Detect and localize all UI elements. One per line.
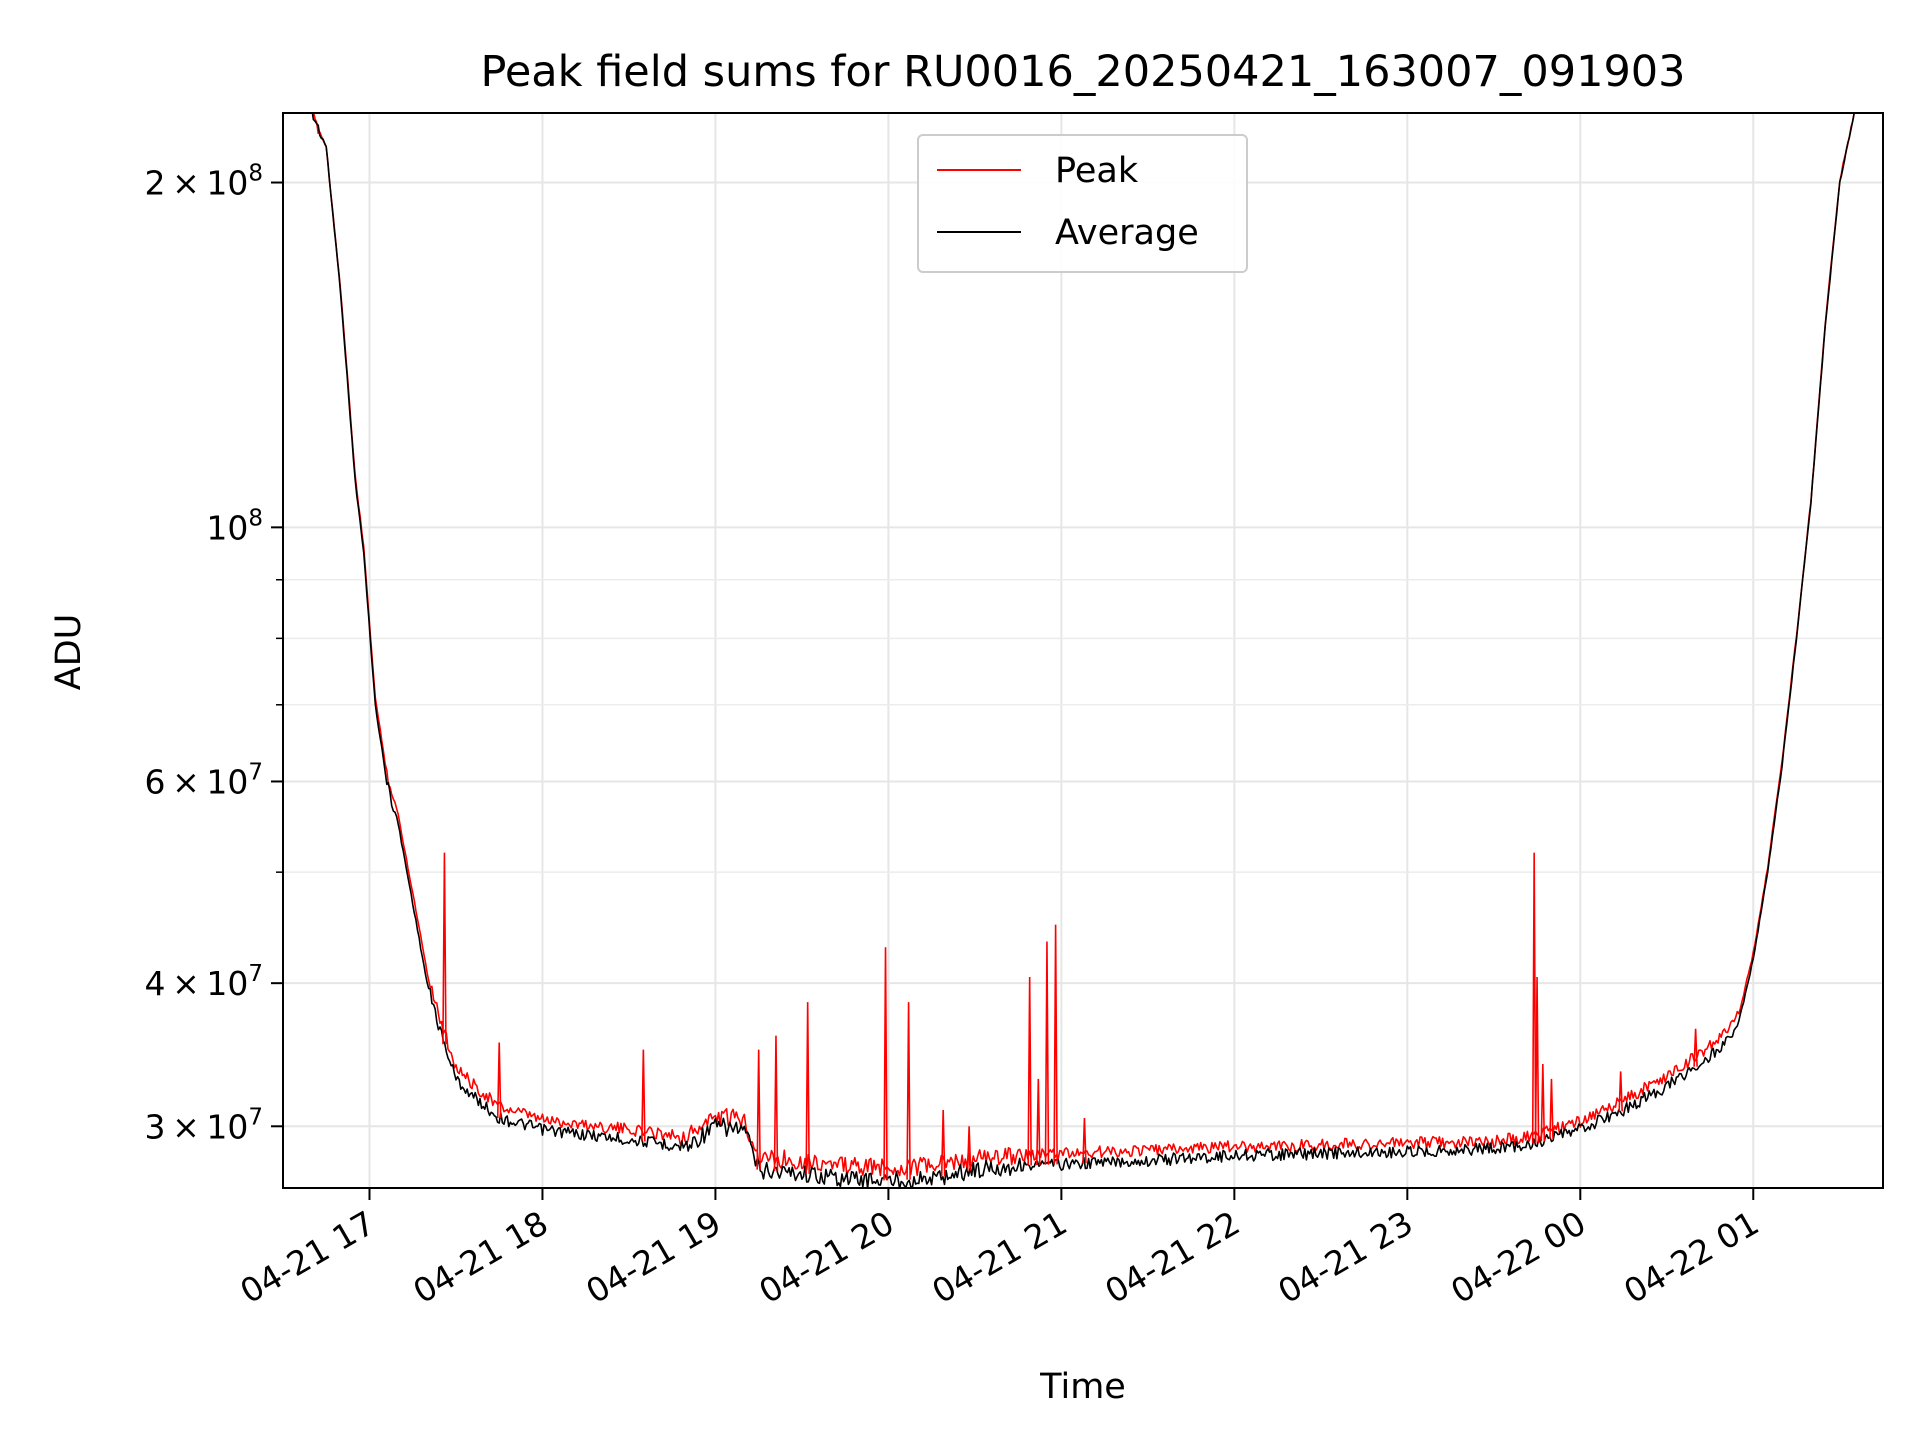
- peak-spike: [1036, 1078, 1041, 1166]
- peak-spike: [883, 947, 888, 1181]
- peak-spike: [1549, 1078, 1554, 1139]
- peak-spike: [1618, 1071, 1623, 1112]
- peak-spike: [756, 1049, 761, 1170]
- legend-label-average: Average: [1055, 213, 1199, 253]
- peak-spike: [966, 1126, 972, 1171]
- peak-spike: [1027, 976, 1032, 1166]
- legend: Peak Average: [917, 134, 1248, 273]
- peak-spike: [1531, 852, 1537, 1144]
- peak-spike: [1534, 976, 1540, 1144]
- y-axis-label: ADU: [49, 614, 89, 691]
- peak-spike: [1053, 924, 1058, 1165]
- peak-spike: [940, 1109, 946, 1177]
- chart-title: Peak field sums for RU0016_20250421_1630…: [480, 47, 1685, 97]
- y-tick-label: 4 × 107: [145, 961, 263, 1003]
- x-axis-label: Time: [1039, 1367, 1126, 1407]
- y-tick-label: 2 × 108: [145, 161, 263, 203]
- peak-spike: [773, 1035, 779, 1172]
- peak-spike: [1693, 1028, 1698, 1067]
- plot-frame: [282, 112, 1884, 1189]
- y-tick-label: 6 × 107: [145, 759, 263, 801]
- peak-spike: [496, 1042, 502, 1119]
- peak-spike: [442, 852, 447, 1045]
- y-axis-ticks: 3 × 107 4 × 107 6 × 107 108 2 × 108: [145, 161, 283, 1146]
- y-tick-label: 108: [206, 505, 263, 547]
- legend-label-peak: Peak: [1055, 151, 1139, 191]
- peak-spike: [1044, 941, 1050, 1165]
- peak-spike: [805, 1002, 810, 1174]
- peak-spike: [906, 1002, 911, 1180]
- peak-spike: [1082, 1118, 1087, 1164]
- peak-spike: [1540, 1064, 1546, 1142]
- y-tick-label: 3 × 107: [145, 1104, 263, 1146]
- peak-spike: [641, 1049, 646, 1142]
- series-layer: [311, 113, 1855, 1188]
